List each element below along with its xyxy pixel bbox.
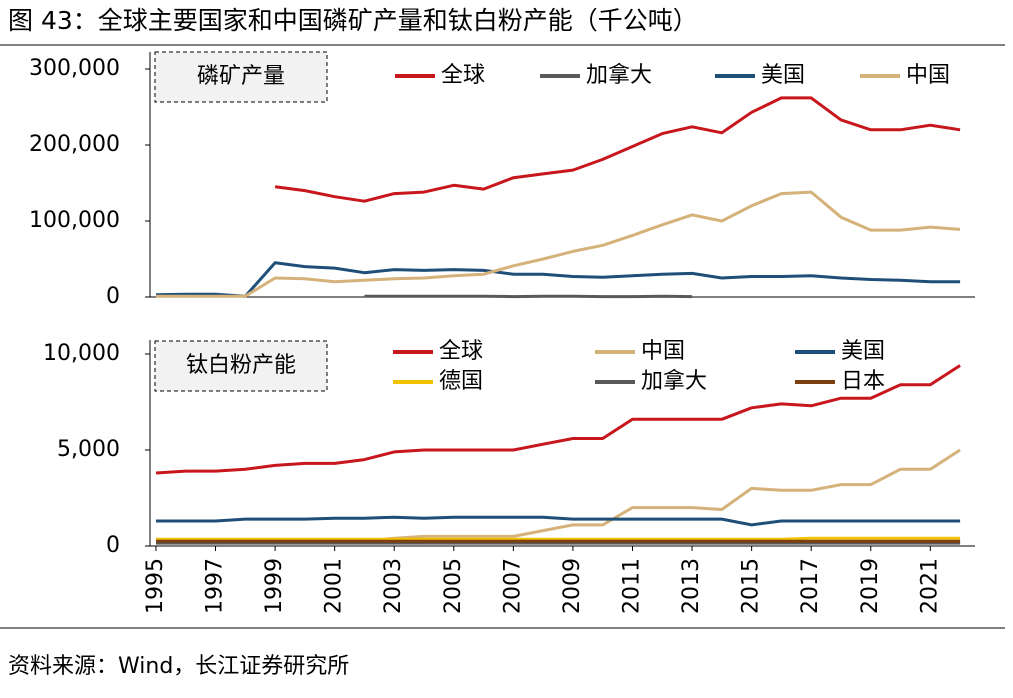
y-tick-label: 200,000 — [29, 132, 120, 157]
y-tick-label: 300,000 — [29, 56, 120, 81]
figure-title: 图 43：全球主要国家和中国磷矿产量和钛白粉产能（千公吨） — [8, 6, 698, 35]
x-tick-label: 2015 — [739, 558, 764, 614]
series-line — [156, 536, 961, 541]
y-tick-label: 5,000 — [57, 437, 120, 462]
x-tick-label: 2007 — [500, 558, 525, 614]
x-tick-label: 1999 — [262, 558, 287, 614]
legend-label: 加拿大 — [641, 368, 707, 394]
legend-label: 加拿大 — [586, 62, 652, 88]
source-note: 资料来源：Wind，长江证券研究所 — [8, 654, 349, 679]
x-tick-label: 2003 — [381, 558, 406, 614]
legend-label: 中国 — [906, 63, 950, 88]
legend-label: 德国 — [439, 369, 483, 394]
panel-title: 钛白粉产能 — [186, 353, 296, 378]
y-tick-label: 100,000 — [29, 208, 120, 233]
x-tick-label: 2017 — [798, 558, 823, 614]
legend-label: 中国 — [641, 339, 685, 364]
series-line — [155, 261, 961, 298]
x-tick-label: 2005 — [441, 558, 466, 614]
x-tick-label: 2019 — [858, 558, 883, 614]
panel-title: 磷矿产量 — [197, 64, 285, 89]
legend-label: 全球 — [441, 63, 485, 88]
y-tick-label: 10,000 — [43, 341, 120, 366]
series-line — [156, 515, 961, 527]
x-tick-label: 2001 — [322, 558, 347, 614]
panel-label-box — [154, 340, 328, 392]
x-tick-label: 2011 — [619, 558, 644, 614]
legend-label: 日本 — [841, 369, 885, 394]
legend-label: 美国 — [761, 63, 805, 88]
x-tick-label: 2009 — [560, 558, 585, 614]
x-tick-label: 2021 — [917, 558, 942, 614]
series-line — [274, 96, 961, 203]
y-tick-label: 0 — [106, 284, 120, 309]
y-tick-label: 0 — [106, 533, 120, 558]
legend-label: 美国 — [841, 339, 885, 364]
series-line — [156, 190, 961, 298]
panel-label-box — [154, 51, 328, 103]
x-tick-label: 1997 — [203, 558, 228, 614]
series-line — [155, 364, 961, 475]
x-tick-label: 1995 — [143, 558, 168, 614]
legend-label: 全球 — [439, 339, 483, 364]
x-tick-label: 2013 — [679, 558, 704, 614]
